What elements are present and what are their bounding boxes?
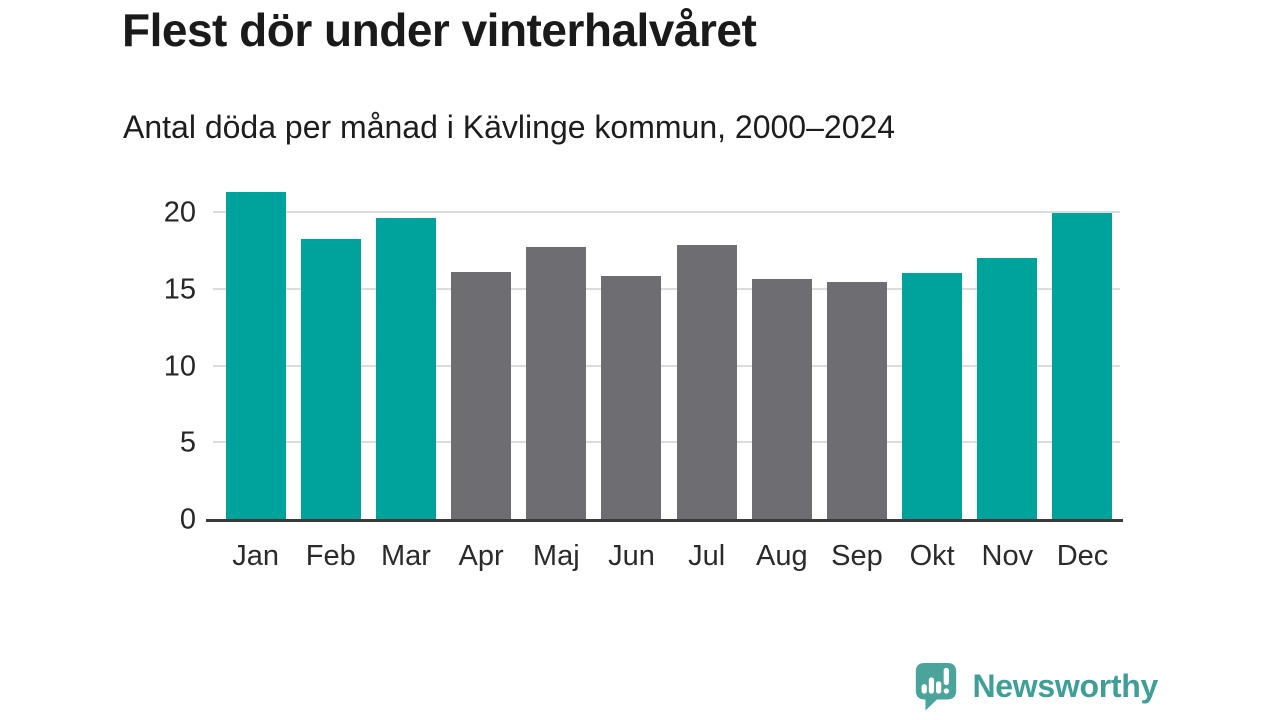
gridline-15 [213, 287, 1120, 290]
bar-jul [676, 245, 737, 520]
brand-footer: Newsworthy [912, 658, 1159, 714]
x-tick-label-sep: Sep [831, 540, 883, 572]
gridline-5 [213, 441, 1120, 444]
bar-chart-speech-bubble-icon [915, 662, 956, 711]
chart-title: Flest dör under vinterhalvåret [122, 4, 757, 56]
bar-slot-aug [744, 185, 819, 520]
gridline-20 [213, 211, 1120, 214]
x-tick-label-mar: Mar [380, 540, 431, 572]
brand-logo-text: Newsworthy [972, 667, 1159, 704]
y-tick-label-0: 0 [179, 503, 196, 536]
x-tick-label-nov: Nov [981, 540, 1034, 572]
y-tick-label-15: 15 [163, 273, 196, 306]
bar-slot-mar [368, 185, 443, 520]
x-tick-label-jul: Jul [688, 540, 726, 572]
bars-row [218, 185, 1120, 520]
x-axis-line [206, 519, 1123, 522]
bar-jan [225, 191, 286, 520]
bar-slot-feb [293, 185, 368, 520]
bar-feb [300, 239, 361, 520]
chart-subtitle: Antal döda per månad i Kävlinge kommun, … [123, 109, 896, 145]
x-axis-labels: Jan Feb Mar Apr Maj Jun Jul Aug Sep Okt Nov Dec [218, 540, 1120, 573]
bar-jun [601, 276, 662, 520]
bar-sep [826, 282, 887, 520]
bar-maj [526, 246, 587, 520]
x-tick-label-maj: Maj [532, 540, 580, 572]
bar-slot-nov [970, 185, 1045, 520]
gridline-10 [213, 364, 1120, 367]
x-tick-label-jan: Jan [232, 540, 279, 572]
x-tick-label-apr: Apr [458, 540, 504, 572]
bar-okt [902, 273, 963, 520]
bar-apr [451, 271, 512, 520]
bar-slot-maj [519, 185, 594, 520]
bar-slot-jul [669, 185, 744, 520]
x-tick-label-feb: Feb [305, 540, 356, 572]
x-tick-label-okt: Okt [909, 540, 955, 572]
bar-slot-jun [594, 185, 669, 520]
y-tick-label-10: 10 [163, 350, 196, 383]
bar-nov [977, 257, 1038, 520]
y-tick-label-20: 20 [163, 196, 196, 229]
bar-slot-apr [444, 185, 519, 520]
bar-dec [1052, 213, 1113, 520]
bar-slot-sep [819, 185, 894, 520]
bar-aug [751, 279, 812, 520]
x-tick-label-jun: Jun [608, 540, 655, 572]
x-tick-label-dec: Dec [1056, 540, 1109, 572]
y-tick-label-5: 5 [179, 426, 196, 459]
plot-area [213, 185, 1120, 520]
bar-slot-dec [1045, 185, 1120, 520]
bar-slot-okt [895, 185, 970, 520]
bar-mar [375, 217, 436, 520]
bar-slot-jan [218, 185, 293, 520]
x-tick-label-aug: Aug [755, 540, 808, 572]
